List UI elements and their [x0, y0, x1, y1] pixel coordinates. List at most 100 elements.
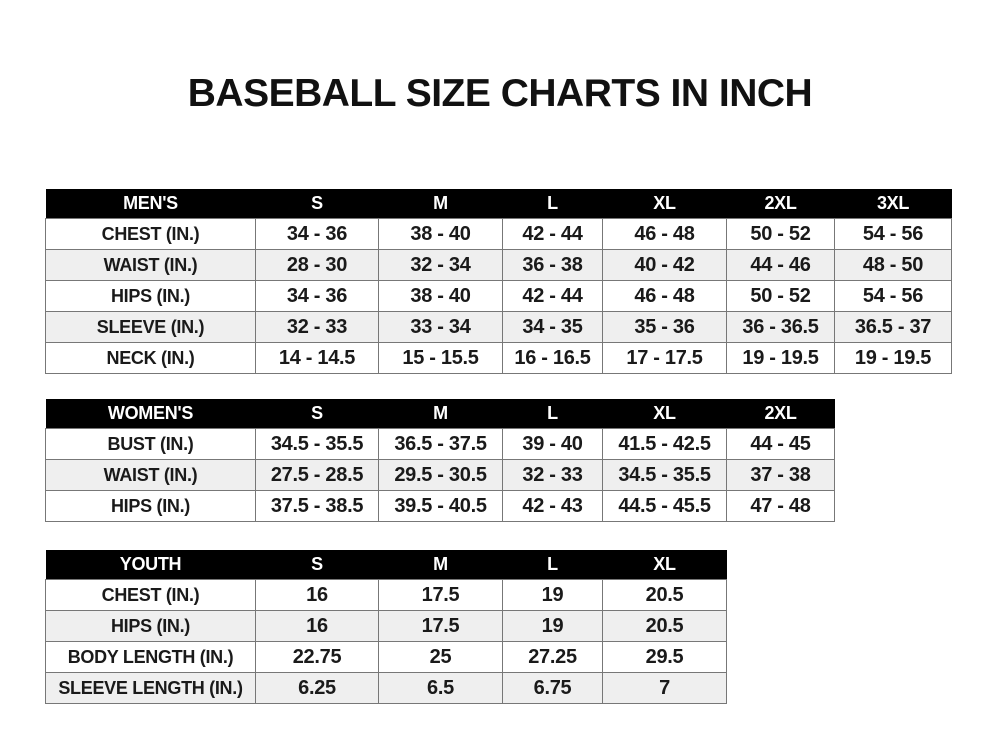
size-value: 37 - 38	[726, 459, 835, 491]
size-value: 47 - 48	[726, 490, 835, 522]
youth-size-table: YOUTH S M L XL CHEST (IN.) 16 17.5 19 20.5 HIPS (I…	[45, 550, 727, 704]
size-value: 27.25	[502, 641, 603, 673]
size-value: 19	[502, 610, 603, 642]
size-header: M	[378, 189, 503, 219]
size-value: 50 - 52	[726, 280, 835, 312]
header-row: MEN'S S M L XL 2XL 3XL	[45, 189, 952, 219]
size-value: 42 - 44	[502, 280, 603, 312]
size-value: 19 - 19.5	[834, 342, 952, 374]
size-value: 25	[378, 641, 503, 673]
size-header: L	[502, 550, 603, 580]
size-value: 29.5 - 30.5	[378, 459, 503, 491]
size-value: 36.5 - 37.5	[378, 428, 503, 460]
table-row: SLEEVE (IN.) 32 - 33 33 - 34 34 - 35 35 - 36…	[45, 311, 952, 343]
measurement-label: SLEEVE LENGTH (IN.)	[45, 672, 256, 704]
measurement-label: HIPS (IN.)	[45, 280, 256, 312]
size-value: 46 - 48	[602, 280, 727, 312]
size-value: 38 - 40	[378, 280, 503, 312]
size-value: 17.5	[378, 610, 503, 642]
size-value: 20.5	[602, 579, 727, 611]
mens-size-table: MEN'S S M L XL 2XL 3XL CHEST (IN.) 34 - 36 38 - 4…	[45, 189, 952, 374]
table-row: CHEST (IN.) 16 17.5 19 20.5	[45, 579, 727, 611]
measurement-label: SLEEVE (IN.)	[45, 311, 256, 343]
table-row: SLEEVE LENGTH (IN.) 6.25 6.5 6.75 7	[45, 672, 727, 704]
size-value: 37.5 - 38.5	[255, 490, 379, 522]
size-header: S	[255, 189, 379, 219]
size-value: 36 - 36.5	[726, 311, 835, 343]
size-value: 32 - 33	[255, 311, 379, 343]
size-value: 44 - 45	[726, 428, 835, 460]
measurement-label: CHEST (IN.)	[45, 579, 256, 611]
table-row: HIPS (IN.) 16 17.5 19 20.5	[45, 610, 727, 642]
header-row: YOUTH S M L XL	[45, 550, 727, 580]
size-value: 6.5	[378, 672, 503, 704]
measurement-label: WAIST (IN.)	[45, 459, 256, 491]
size-value: 46 - 48	[602, 218, 727, 250]
size-header: L	[502, 399, 603, 429]
size-value: 17 - 17.5	[602, 342, 727, 374]
size-header: XL	[602, 399, 727, 429]
size-value: 44.5 - 45.5	[602, 490, 727, 522]
size-value: 27.5 - 28.5	[255, 459, 379, 491]
table-row: NECK (IN.) 14 - 14.5 15 - 15.5 16 - 16.5 17 …	[45, 342, 952, 374]
size-header: XL	[602, 189, 727, 219]
measurement-label: CHEST (IN.)	[45, 218, 256, 250]
womens-size-table: WOMEN'S S M L XL 2XL BUST (IN.) 34.5 - 35.5 36.5…	[45, 399, 835, 522]
measurement-label: HIPS (IN.)	[45, 490, 256, 522]
size-value: 16	[255, 579, 379, 611]
size-header: 3XL	[834, 189, 952, 219]
size-value: 39 - 40	[502, 428, 603, 460]
size-value: 29.5	[602, 641, 727, 673]
size-value: 32 - 34	[378, 249, 503, 281]
measurement-label: NECK (IN.)	[45, 342, 256, 374]
size-header: S	[255, 550, 379, 580]
size-header: 2XL	[726, 399, 835, 429]
table-row: HIPS (IN.) 34 - 36 38 - 40 42 - 44 46 - 48 50…	[45, 280, 952, 312]
size-value: 7	[602, 672, 727, 704]
table-row: HIPS (IN.) 37.5 - 38.5 39.5 - 40.5 42 - 43 4…	[45, 490, 835, 522]
size-value: 34.5 - 35.5	[255, 428, 379, 460]
size-header: S	[255, 399, 379, 429]
table-row: WAIST (IN.) 27.5 - 28.5 29.5 - 30.5 32 - 33…	[45, 459, 835, 491]
size-value: 38 - 40	[378, 218, 503, 250]
size-value: 6.25	[255, 672, 379, 704]
table-row: BUST (IN.) 34.5 - 35.5 36.5 - 37.5 39 - 40 4…	[45, 428, 835, 460]
table-row: CHEST (IN.) 34 - 36 38 - 40 42 - 44 46 - 48 5…	[45, 218, 952, 250]
size-value: 17.5	[378, 579, 503, 611]
category-header: WOMEN'S	[45, 399, 256, 429]
size-value: 48 - 50	[834, 249, 952, 281]
size-value: 42 - 43	[502, 490, 603, 522]
size-value: 28 - 30	[255, 249, 379, 281]
size-value: 34 - 35	[502, 311, 603, 343]
size-value: 42 - 44	[502, 218, 603, 250]
size-value: 19 - 19.5	[726, 342, 835, 374]
size-value: 16	[255, 610, 379, 642]
size-value: 15 - 15.5	[378, 342, 503, 374]
measurement-label: BUST (IN.)	[45, 428, 256, 460]
size-value: 36 - 38	[502, 249, 603, 281]
size-value: 6.75	[502, 672, 603, 704]
size-value: 34 - 36	[255, 280, 379, 312]
size-header: XL	[602, 550, 727, 580]
size-value: 33 - 34	[378, 311, 503, 343]
size-value: 32 - 33	[502, 459, 603, 491]
category-header: MEN'S	[45, 189, 256, 219]
header-row: WOMEN'S S M L XL 2XL	[45, 399, 835, 429]
size-header: 2XL	[726, 189, 835, 219]
size-value: 50 - 52	[726, 218, 835, 250]
size-value: 36.5 - 37	[834, 311, 952, 343]
size-value: 19	[502, 579, 603, 611]
size-value: 20.5	[602, 610, 727, 642]
size-value: 40 - 42	[602, 249, 727, 281]
category-header: YOUTH	[45, 550, 256, 580]
page-title: BASEBALL SIZE CHARTS IN INCH	[187, 72, 813, 115]
table-row: BODY LENGTH (IN.) 22.75 25 27.25 29.5	[45, 641, 727, 673]
size-value: 41.5 - 42.5	[602, 428, 727, 460]
size-header: M	[378, 399, 503, 429]
size-value: 16 - 16.5	[502, 342, 603, 374]
measurement-label: BODY LENGTH (IN.)	[45, 641, 256, 673]
size-value: 35 - 36	[602, 311, 727, 343]
size-value: 34.5 - 35.5	[602, 459, 727, 491]
size-value: 39.5 - 40.5	[378, 490, 503, 522]
table-row: WAIST (IN.) 28 - 30 32 - 34 36 - 38 40 - 42 4…	[45, 249, 952, 281]
